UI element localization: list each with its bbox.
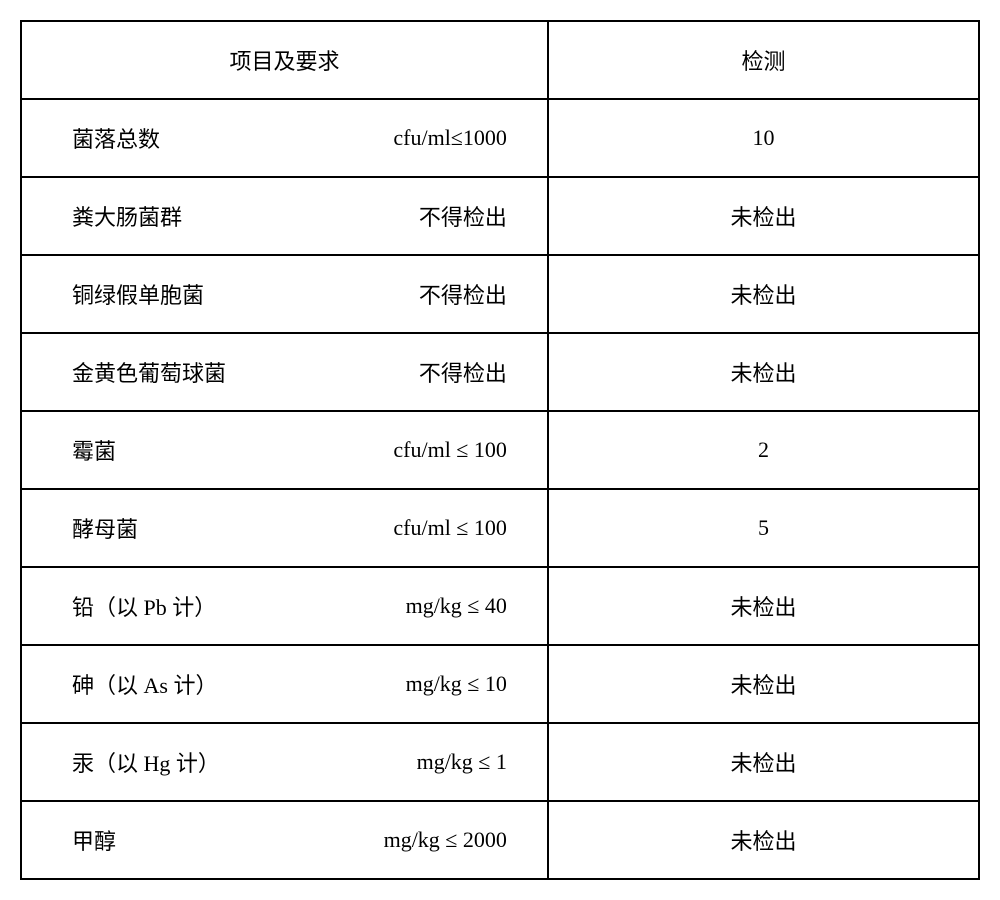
table-row: 金黄色葡萄球菌 不得检出 未检出 [21,333,979,411]
cell-result: 未检出 [548,723,979,801]
cell-requirement: 酵母菌 cfu/ml ≤ 100 [21,489,548,567]
cell-requirement: 铅（以 Pb 计） mg/kg ≤ 40 [21,567,548,645]
cell-requirement: 汞（以 Hg 计） mg/kg ≤ 1 [21,723,548,801]
header-items-requirements: 项目及要求 [21,21,548,99]
item-name: 金黄色葡萄球菌 [72,356,226,388]
cell-requirement: 粪大肠菌群 不得检出 [21,177,548,255]
table-row: 砷（以 As 计） mg/kg ≤ 10 未检出 [21,645,979,723]
item-spec: 不得检出 [419,356,507,388]
item-spec: 不得检出 [419,200,507,232]
table-header-row: 项目及要求 检测 [21,21,979,99]
item-name: 铜绿假单胞菌 [72,278,204,310]
cell-requirement: 金黄色葡萄球菌 不得检出 [21,333,548,411]
item-name: 甲醇 [72,824,116,856]
results-table-container: 项目及要求 检测 菌落总数 cfu/ml≤1000 10 粪大肠菌群 不得检 [20,20,980,880]
item-spec: cfu/ml≤1000 [393,125,507,151]
cell-result: 未检出 [548,177,979,255]
table-row: 霉菌 cfu/ml ≤ 100 2 [21,411,979,489]
item-spec: 不得检出 [419,278,507,310]
item-spec: mg/kg ≤ 1 [417,749,507,775]
cell-result: 5 [548,489,979,567]
item-name: 汞（以 Hg 计） [72,746,220,778]
cell-result: 未检出 [548,567,979,645]
table-row: 酵母菌 cfu/ml ≤ 100 5 [21,489,979,567]
item-spec: cfu/ml ≤ 100 [393,437,507,463]
table-row: 铜绿假单胞菌 不得检出 未检出 [21,255,979,333]
cell-requirement: 砷（以 As 计） mg/kg ≤ 10 [21,645,548,723]
cell-requirement: 菌落总数 cfu/ml≤1000 [21,99,548,177]
item-name: 粪大肠菌群 [72,200,182,232]
table-row: 铅（以 Pb 计） mg/kg ≤ 40 未检出 [21,567,979,645]
cell-requirement: 甲醇 mg/kg ≤ 2000 [21,801,548,879]
item-name: 酵母菌 [72,512,138,544]
table-row: 汞（以 Hg 计） mg/kg ≤ 1 未检出 [21,723,979,801]
item-name: 霉菌 [72,434,116,466]
results-table: 项目及要求 检测 菌落总数 cfu/ml≤1000 10 粪大肠菌群 不得检 [20,20,980,880]
cell-result: 未检出 [548,255,979,333]
item-spec: mg/kg ≤ 40 [406,593,507,619]
cell-requirement: 铜绿假单胞菌 不得检出 [21,255,548,333]
item-spec: cfu/ml ≤ 100 [393,515,507,541]
cell-result: 2 [548,411,979,489]
item-name: 砷（以 As 计） [72,668,217,700]
item-spec: mg/kg ≤ 2000 [384,827,507,853]
item-name: 铅（以 Pb 计） [72,590,216,622]
cell-result: 未检出 [548,801,979,879]
item-name: 菌落总数 [72,122,160,154]
cell-result: 未检出 [548,645,979,723]
cell-result: 10 [548,99,979,177]
cell-requirement: 霉菌 cfu/ml ≤ 100 [21,411,548,489]
cell-result: 未检出 [548,333,979,411]
header-detection: 检测 [548,21,979,99]
table-row: 粪大肠菌群 不得检出 未检出 [21,177,979,255]
table-row: 甲醇 mg/kg ≤ 2000 未检出 [21,801,979,879]
table-row: 菌落总数 cfu/ml≤1000 10 [21,99,979,177]
item-spec: mg/kg ≤ 10 [406,671,507,697]
